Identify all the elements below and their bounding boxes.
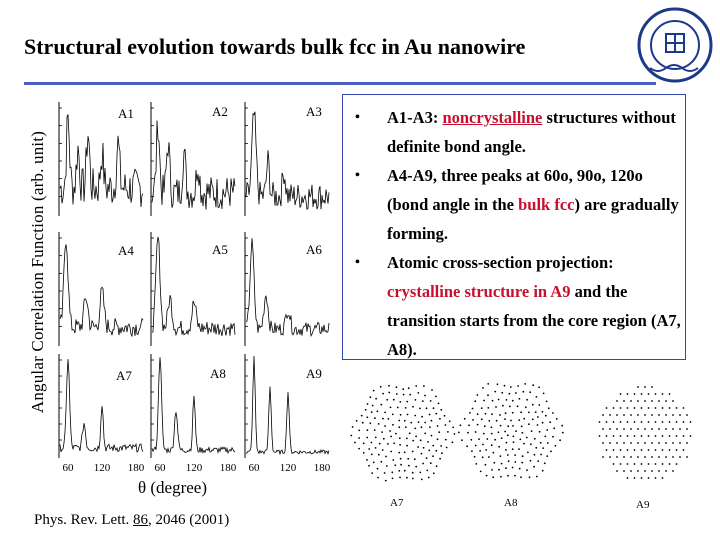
bullet-item: • Atomic cross-section projection: cryst… [343,248,685,364]
panel-a3 [244,98,332,218]
panel-a6 [244,228,332,348]
x-tick: 60 [248,462,260,474]
x-tick: 120 [279,462,297,474]
x-tick: 180 [127,462,145,474]
x-tick: 60 [62,462,74,474]
bullet-item: • A1-A3: noncrystalline structures witho… [343,103,685,161]
projection-label-a7: A7 [390,497,404,509]
bullet-dot: • [355,168,360,183]
bullet1-prefix: A1-A3: [387,108,443,127]
panel-label-a9: A9 [306,366,322,381]
panel-label-a4: A4 [118,243,134,258]
x-tick: 60 [154,462,166,474]
panel-label-a8: A8 [210,366,226,381]
panel-a2 [150,98,238,218]
panel-label-a2: A2 [212,104,228,119]
panel-a1 [58,98,146,218]
reference-prefix: Phys. Rev. Lett. [34,512,134,528]
slide-title: Structural evolution towards bulk fcc in… [24,34,526,59]
panel-a8 [150,350,238,470]
bullet3-highlight: crystalline structure in A9 [387,282,571,301]
panel-a4 [58,228,146,348]
bullet-item: • A4-A9, three peaks at 60o, 90o, 120o (… [343,161,685,248]
bullet1-suffix: structures without definite bond angle. [387,108,676,156]
projection-a8 [456,376,566,491]
bullet1-highlight: noncrystalline [442,108,543,127]
bullet-dot: • [355,255,360,270]
projection-label-a9: A9 [636,499,650,511]
y-axis-label: Angular Correlation Function (arb. unit) [28,130,47,414]
bullet2-highlight: bulk fcc [518,195,575,214]
projection-a7 [348,378,458,493]
bullet2-text: A4-A9, three peaks at 60o, 90o, 120o (bo… [387,166,643,214]
panel-label-a7: A7 [116,368,132,383]
reference: Phys. Rev. Lett. 86, 2046 (2001) [34,512,229,529]
bullet-box: • A1-A3: noncrystalline structures witho… [342,94,686,360]
x-tick: 180 [219,462,237,474]
projection-a9 [590,374,700,499]
x-tick: 180 [313,462,331,474]
panel-a7 [58,350,146,470]
panel-a5 [150,228,238,348]
panel-label-a1: A1 [118,106,134,121]
x-tick: 120 [185,462,203,474]
panel-label-a3: A3 [306,104,322,119]
panel-label-a5: A5 [212,242,228,257]
projection-label-a8: A8 [504,497,518,509]
bullet-dot: • [355,110,360,125]
panel-a9 [244,350,332,470]
title-underline [24,82,656,85]
x-tick: 120 [93,462,111,474]
bullet2-suffix: ) are gradually forming. [387,195,679,243]
reference-suffix: , 2046 (2001) [148,512,230,528]
reference-volume: 86 [133,512,149,528]
panel-label-a6: A6 [306,242,322,257]
x-axis-label: θ (degree) [138,478,208,497]
bullet3-prefix: Atomic cross-section projection: [387,253,614,272]
university-logo [636,6,714,84]
bullet3-suffix: and the transition starts from the core … [387,282,681,359]
